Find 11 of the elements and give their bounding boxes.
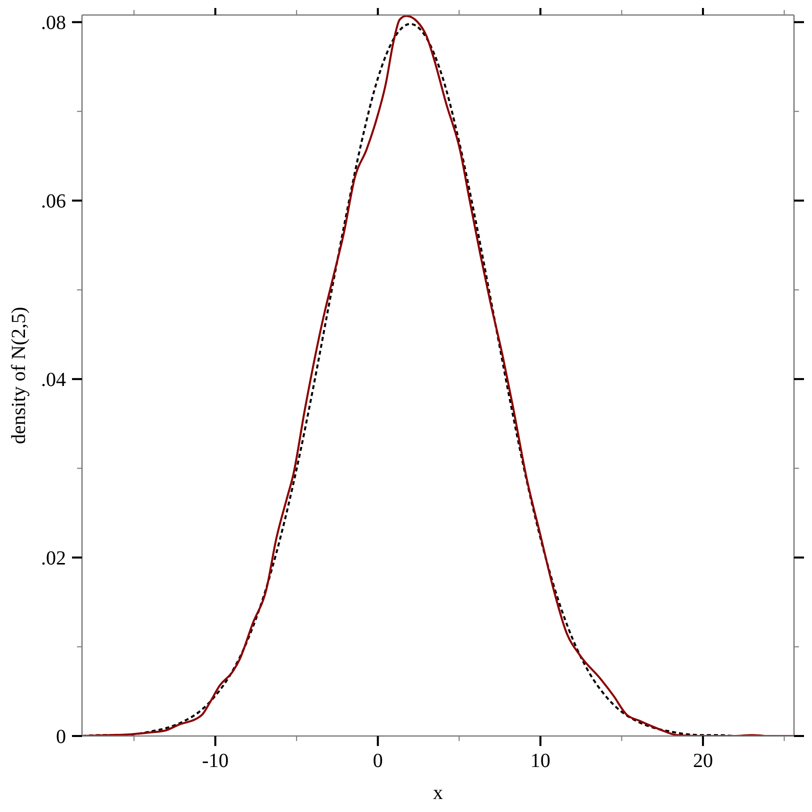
- y-tick-label: .06: [41, 190, 66, 213]
- x-tick-label: 20: [692, 750, 713, 772]
- y-tick-label: 0: [56, 726, 66, 748]
- x-tick-label: 0: [372, 750, 383, 772]
- y-axis-title: density of N(2,5): [8, 306, 30, 444]
- y-tick-label: .02: [41, 548, 66, 570]
- x-tick-label: 10: [530, 750, 550, 772]
- x-axis-title: x: [433, 782, 443, 804]
- y-tick-label: .04: [41, 369, 66, 392]
- y-tick-label: .08: [41, 12, 66, 34]
- x-tick-label: -10: [202, 750, 229, 772]
